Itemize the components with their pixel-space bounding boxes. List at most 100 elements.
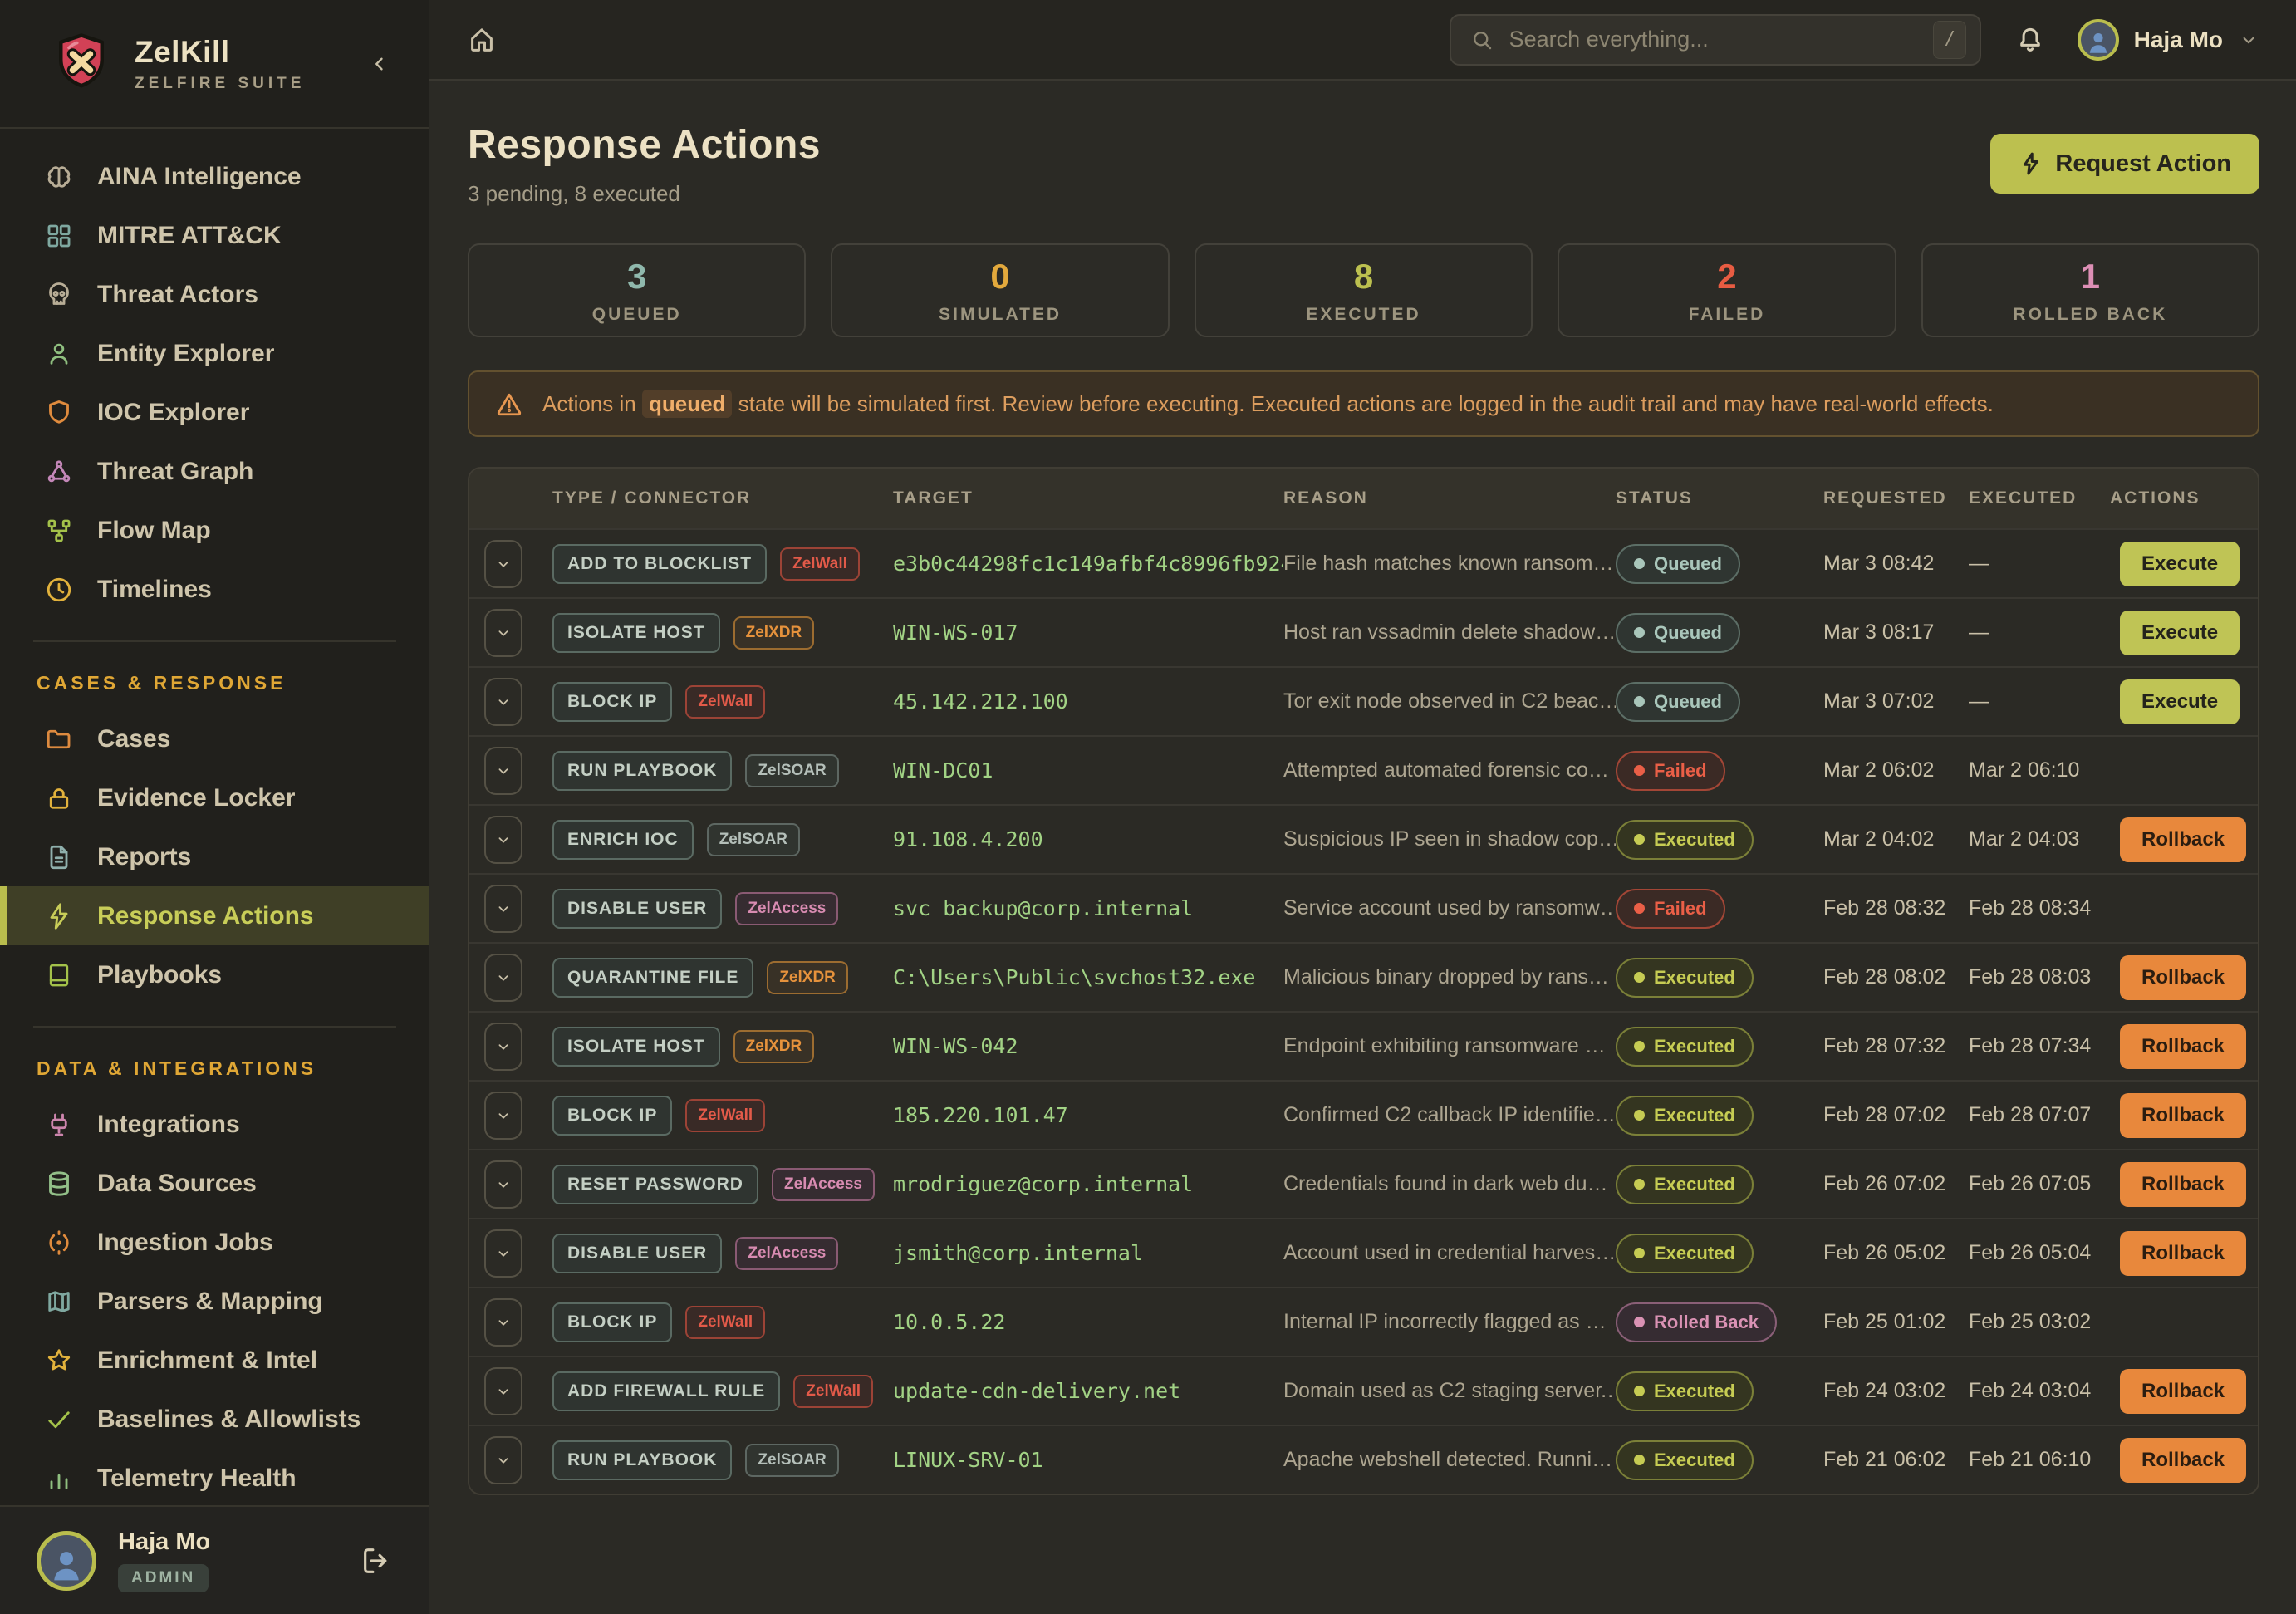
requested-time: Feb 28 08:32 — [1823, 896, 1946, 920]
stat-card: 3 QUEUED — [468, 243, 807, 337]
sidebar-item[interactable]: AINA Intelligence — [0, 147, 429, 206]
column-header-status: STATUS — [1616, 488, 1693, 508]
sidebar-item[interactable]: Playbooks — [0, 945, 429, 1004]
sidebar-item-label: Playbooks — [97, 960, 223, 989]
notifications-button[interactable] — [2014, 24, 2046, 56]
sidebar-nav: AINA Intelligence MITRE ATT&CK Threat Ac… — [0, 129, 429, 1505]
sidebar-item[interactable]: Ingestion Jobs — [0, 1213, 429, 1272]
expand-row-button[interactable] — [484, 1160, 522, 1209]
status-badge: Queued — [1616, 543, 1740, 584]
brand-name: ZelKill — [135, 34, 230, 69]
table-row: ADD TO BLOCKLIST ZelWall e3b0c44298fc1c1… — [469, 528, 2258, 597]
connector-badge: ZelWall — [793, 1374, 874, 1408]
sidebar-item[interactable]: Parsers & Mapping — [0, 1272, 429, 1331]
chevron-left-icon — [367, 52, 392, 76]
book-icon — [44, 960, 74, 990]
requested-time: Mar 3 08:42 — [1823, 552, 1935, 575]
column-header-type: TYPE / CONNECTOR — [552, 488, 752, 508]
shield-icon — [44, 398, 74, 428]
sidebar-item[interactable]: Data Sources — [0, 1154, 429, 1213]
sidebar-item[interactable]: Threat Actors — [0, 265, 429, 324]
sidebar-item[interactable]: Reports — [0, 827, 429, 886]
action-type-badge: QUARANTINE FILE — [552, 957, 754, 998]
connector-badge: ZelAccess — [771, 1167, 875, 1201]
expand-row-button[interactable] — [484, 1229, 522, 1278]
row-action-button[interactable]: Rollback — [2120, 1368, 2247, 1414]
connector-badge: ZelWall — [685, 684, 766, 719]
expand-row-button[interactable] — [484, 815, 522, 864]
target-value: update-cdn-delivery.net — [893, 1379, 1181, 1403]
row-action-button[interactable]: Execute — [2120, 610, 2240, 655]
sidebar-item[interactable]: Integrations — [0, 1095, 429, 1154]
table-body: ADD TO BLOCKLIST ZelWall e3b0c44298fc1c1… — [469, 528, 2258, 1494]
sidebar-item[interactable]: Evidence Locker — [0, 768, 429, 827]
expand-row-button[interactable] — [484, 953, 522, 1002]
row-action-button[interactable]: Rollback — [2120, 1161, 2247, 1207]
expand-row-button[interactable] — [484, 677, 522, 726]
user-menu-name: Haja Mo — [2133, 26, 2223, 52]
sidebar-item[interactable]: Entity Explorer — [0, 324, 429, 383]
stat-value: 2 — [1717, 256, 1737, 296]
reason-text: Confirmed C2 callback IP identifie… — [1283, 1103, 1616, 1126]
logout-button[interactable] — [360, 1544, 393, 1577]
expand-row-button[interactable] — [484, 608, 522, 657]
user-menu[interactable]: Haja Mo — [2077, 18, 2259, 61]
reason-text: Malicious binary dropped by rans… — [1283, 965, 1609, 989]
row-action-button[interactable]: Rollback — [2120, 1230, 2247, 1276]
table-row: ENRICH IOC ZelSOAR 91.108.4.200 Suspicio… — [469, 804, 2258, 873]
user-name: Haja Mo — [118, 1528, 211, 1555]
search-icon — [1469, 27, 1494, 52]
sidebar-divider — [33, 1026, 396, 1028]
connector-badge: ZelWall — [685, 1305, 766, 1339]
reason-text: Account used in credential harves… — [1283, 1241, 1616, 1264]
user-icon — [2083, 27, 2113, 57]
target-value: svc_backup@corp.internal — [893, 896, 1194, 920]
search-input[interactable] — [1509, 27, 1918, 52]
request-action-button[interactable]: Request Action — [1990, 134, 2259, 194]
table-row: RUN PLAYBOOK ZelSOAR WIN-DC01 Attempted … — [469, 735, 2258, 804]
sidebar-collapse-button[interactable] — [363, 47, 396, 81]
sidebar-item[interactable]: Response Actions — [0, 886, 429, 945]
expand-row-button[interactable] — [484, 746, 522, 795]
row-action-button[interactable]: Execute — [2120, 679, 2240, 724]
executed-time: — — [1969, 689, 1989, 713]
expand-row-button[interactable] — [484, 884, 522, 933]
sidebar-item[interactable]: Timelines — [0, 560, 429, 619]
sidebar-item[interactable]: IOC Explorer — [0, 383, 429, 442]
executed-time: Feb 28 08:03 — [1969, 965, 2092, 989]
sidebar-item[interactable]: MITRE ATT&CK — [0, 206, 429, 265]
executed-time: Feb 24 03:04 — [1969, 1379, 2092, 1402]
sidebar-item[interactable]: Enrichment & Intel — [0, 1331, 429, 1390]
expand-row-button[interactable] — [484, 1435, 522, 1484]
expand-row-button[interactable] — [484, 1366, 522, 1415]
expand-row-button[interactable] — [484, 539, 522, 588]
clock-icon — [44, 575, 74, 605]
sidebar-item[interactable]: Telemetry Health — [0, 1449, 429, 1505]
row-action-button[interactable]: Rollback — [2120, 1437, 2247, 1483]
status-badge: Executed — [1616, 957, 1754, 998]
action-type-badge: ENRICH IOC — [552, 819, 694, 860]
table-row: ISOLATE HOST ZelXDR WIN-WS-017 Host ran … — [469, 597, 2258, 666]
target-value: 10.0.5.22 — [893, 1310, 1006, 1334]
status-badge: Executed — [1616, 1026, 1754, 1067]
sidebar-item[interactable]: Cases — [0, 709, 429, 768]
column-header-requested: REQUESTED — [1823, 488, 1947, 508]
sidebar-item-label: Cases — [97, 724, 171, 753]
map-icon — [44, 1287, 74, 1317]
sidebar-item[interactable]: Threat Graph — [0, 442, 429, 501]
expand-row-button[interactable] — [484, 1298, 522, 1347]
row-action-button[interactable]: Execute — [2120, 541, 2240, 586]
sidebar-item[interactable]: Flow Map — [0, 501, 429, 560]
row-action-button[interactable]: Rollback — [2120, 954, 2247, 1000]
expand-row-button[interactable] — [484, 1022, 522, 1071]
requested-time: Feb 26 07:02 — [1823, 1172, 1946, 1195]
expand-row-button[interactable] — [484, 1091, 522, 1140]
row-action-button[interactable]: Rollback — [2120, 817, 2247, 862]
requested-time: Feb 28 07:02 — [1823, 1103, 1946, 1126]
row-action-button[interactable]: Rollback — [2120, 1023, 2247, 1069]
status-dot — [1634, 903, 1645, 914]
sidebar-item[interactable]: Baselines & Allowlists — [0, 1390, 429, 1449]
home-button[interactable] — [466, 24, 498, 56]
sidebar-item-label: MITRE ATT&CK — [97, 221, 282, 249]
row-action-button[interactable]: Rollback — [2120, 1092, 2247, 1138]
